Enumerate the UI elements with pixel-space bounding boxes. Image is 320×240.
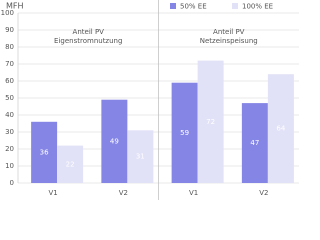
y-tick-label: 90 bbox=[5, 26, 14, 34]
value-label: 31 bbox=[136, 153, 145, 161]
y-tick-label: 70 bbox=[5, 60, 14, 68]
bar bbox=[127, 130, 154, 183]
value-label: 49 bbox=[110, 137, 119, 145]
bar bbox=[197, 60, 224, 183]
group-label: Netzeinspeisung bbox=[200, 37, 258, 45]
y-tick-label: 30 bbox=[5, 128, 14, 136]
chart-title: MFH bbox=[6, 2, 24, 11]
x-tick-label: V2 bbox=[119, 189, 128, 197]
y-tick-label: 50 bbox=[5, 94, 14, 102]
value-label: 36 bbox=[40, 148, 49, 156]
bar bbox=[171, 82, 198, 183]
x-tick-label: V2 bbox=[259, 189, 268, 197]
bar bbox=[101, 99, 128, 183]
bar bbox=[267, 74, 294, 183]
group-label: Eigenstromnutzung bbox=[54, 37, 122, 45]
y-tick-label: 40 bbox=[5, 111, 14, 119]
value-label: 47 bbox=[250, 139, 259, 147]
legend-label: 100% EE bbox=[242, 3, 273, 11]
value-label: 59 bbox=[180, 129, 189, 137]
y-tick-label: 60 bbox=[5, 77, 14, 85]
group-label: Anteil PV bbox=[213, 28, 245, 36]
value-label: 72 bbox=[206, 118, 215, 126]
value-label: 22 bbox=[66, 160, 75, 168]
legend-swatch bbox=[170, 3, 176, 9]
x-tick-label: V1 bbox=[49, 189, 58, 197]
legend-swatch bbox=[232, 3, 238, 9]
group-label: Anteil PV bbox=[73, 28, 105, 36]
y-tick-label: 80 bbox=[5, 43, 14, 51]
x-tick-label: V1 bbox=[189, 189, 198, 197]
legend-label: 50% EE bbox=[180, 3, 207, 11]
bar bbox=[31, 121, 58, 183]
value-label: 64 bbox=[276, 125, 285, 133]
y-tick-label: 0 bbox=[10, 179, 14, 187]
bar bbox=[57, 145, 84, 183]
y-tick-label: 20 bbox=[5, 145, 14, 153]
bar bbox=[241, 103, 268, 183]
y-tick-label: 10 bbox=[5, 162, 14, 170]
y-tick-label: 100 bbox=[1, 9, 14, 17]
